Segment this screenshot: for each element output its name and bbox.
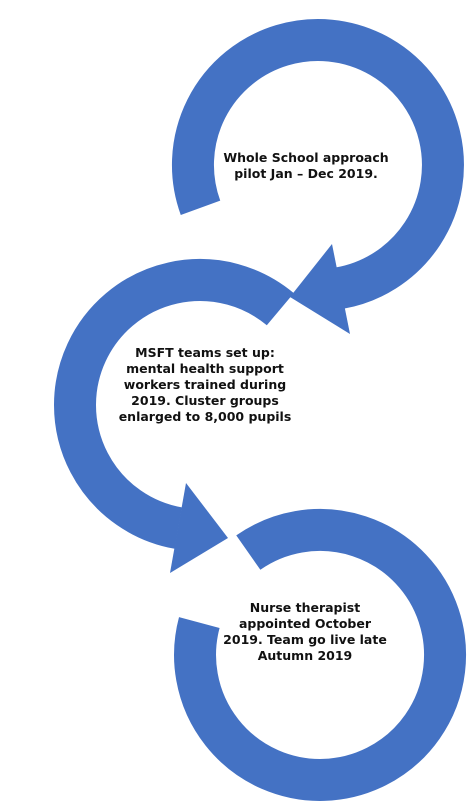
node-label: Nurse therapist [250, 600, 360, 615]
node-label: 2019. Cluster groups [131, 393, 279, 408]
arrow-head [170, 483, 228, 573]
node-label: workers trained during [124, 377, 286, 392]
node-label: 2019. Team go live late [223, 632, 387, 647]
circular-arrow [54, 259, 294, 549]
node-label: mental health support [126, 361, 284, 376]
node-label: pilot Jan – Dec 2019. [234, 166, 378, 181]
circular-arrow [171, 19, 464, 309]
node-label: MSFT teams set up: [135, 345, 275, 360]
node-label: appointed October [239, 616, 372, 631]
node-label: enlarged to 8,000 pupils [119, 409, 292, 424]
circular-arrow [174, 508, 467, 801]
arrow-head [290, 244, 350, 334]
node-label: Whole School approach [223, 150, 388, 165]
node-label: Autumn 2019 [258, 648, 353, 663]
